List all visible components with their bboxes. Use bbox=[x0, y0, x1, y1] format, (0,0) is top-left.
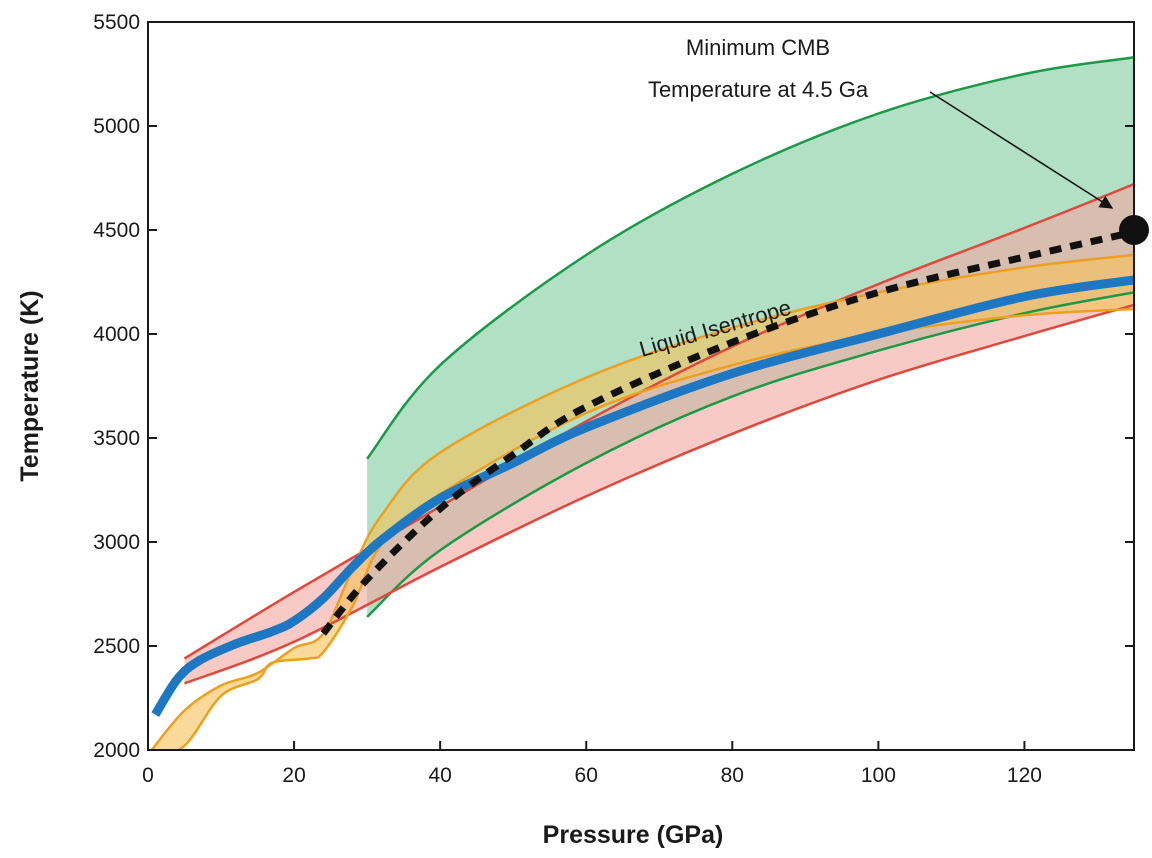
plot-frame bbox=[147, 21, 1135, 751]
y-axis-title: Temperature (K) bbox=[16, 290, 44, 481]
y-tick-label: 2500 bbox=[93, 635, 140, 658]
y-tick-label: 2000 bbox=[93, 739, 140, 762]
cmb-annotation-line2: Temperature at 4.5 Ga bbox=[648, 77, 869, 102]
x-tick-label: 0 bbox=[142, 764, 154, 787]
y-tick-label: 5500 bbox=[93, 11, 140, 34]
y-tick-label: 5000 bbox=[93, 115, 140, 138]
blue-curve-line bbox=[151, 275, 1134, 717]
x-tick-label: 40 bbox=[428, 764, 451, 787]
cmb-annotation-arrow bbox=[929, 91, 1114, 209]
y-tick-label: 3000 bbox=[93, 531, 140, 554]
y-tick-label: 4000 bbox=[93, 323, 140, 346]
cmb-annotation-line1: Minimum CMB bbox=[686, 35, 830, 60]
lines-layer bbox=[151, 228, 1134, 717]
orange-band-fill bbox=[151, 255, 1134, 750]
cmb-temperature-marker bbox=[1119, 215, 1149, 245]
y-tick-label: 4500 bbox=[93, 219, 140, 242]
x-tick-label: 120 bbox=[1007, 764, 1042, 787]
x-tick-label: 100 bbox=[861, 764, 896, 787]
ticks-layer: 0 20 40 60 80 100 120 2000 2500 3000 3500 4000 4500 5… bbox=[93, 11, 1134, 787]
x-tick-label: 20 bbox=[282, 764, 305, 787]
green-band-upper bbox=[366, 56, 1134, 460]
x-tick-label: 60 bbox=[575, 764, 598, 787]
x-tick-label: 80 bbox=[721, 764, 744, 787]
x-axis-title: Pressure (GPa) bbox=[543, 821, 724, 849]
green-band-lower bbox=[366, 291, 1134, 618]
y-tick-label: 3500 bbox=[93, 427, 140, 450]
